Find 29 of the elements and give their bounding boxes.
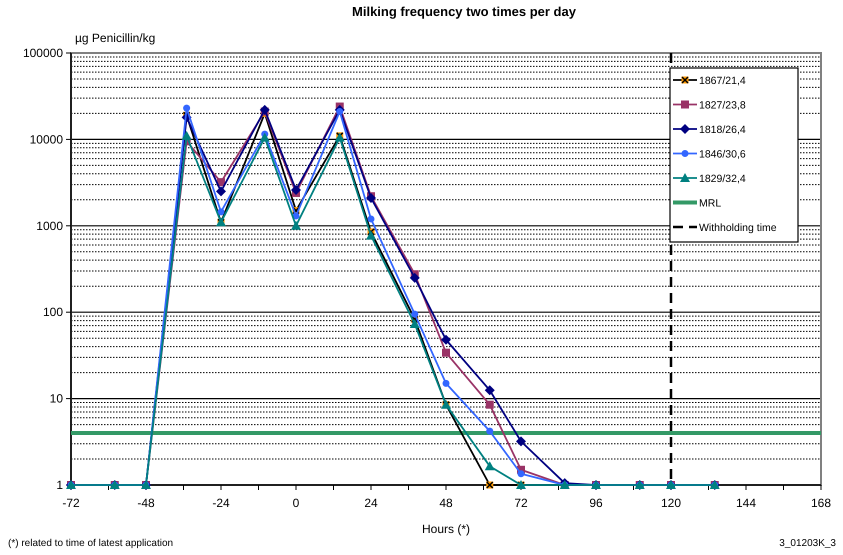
x-tick-label: 96 <box>589 496 603 510</box>
legend-label: 1867/21,4 <box>699 75 746 87</box>
x-tick-label: 48 <box>439 496 453 510</box>
y-tick-label: 1 <box>56 478 64 492</box>
x-tick-label: -24 <box>212 496 230 510</box>
x-tick-label: 72 <box>514 496 528 510</box>
x-tick-label: 120 <box>660 496 682 510</box>
x-tick-label: 24 <box>364 496 378 510</box>
x-tick-label: 144 <box>736 496 756 510</box>
legend-label: 1818/26,4 <box>699 124 746 136</box>
legend-label: 1829/32,4 <box>699 173 746 185</box>
x-axis-title: Hours (*) <box>422 522 470 536</box>
y-tick-label: 100000 <box>22 46 64 60</box>
y-tick-label: 1000 <box>36 218 64 233</box>
x-tick-label: 0 <box>292 496 300 510</box>
legend-label: 1846/30,6 <box>699 148 746 160</box>
y-tick-label: 100 <box>42 305 64 320</box>
ref-line-label: Withholding time <box>699 222 777 234</box>
text: (*) related to time of latest application <box>8 538 174 549</box>
x-tick-label: 168 <box>810 496 832 510</box>
y-tick-label: 10000 <box>30 132 64 146</box>
x-tick-label: -48 <box>137 496 155 510</box>
text: 3_01203K_3 <box>779 538 836 549</box>
y-tick-label: 10 <box>50 392 64 406</box>
chart-title: Milking frequency two times per day <box>352 4 577 19</box>
legend-label: MRL <box>699 198 722 210</box>
x-tick-label: -72 <box>62 496 80 510</box>
legend-label: 1827/23,8 <box>699 100 746 112</box>
y-axis-title: µg Penicillin/kg <box>75 31 156 45</box>
